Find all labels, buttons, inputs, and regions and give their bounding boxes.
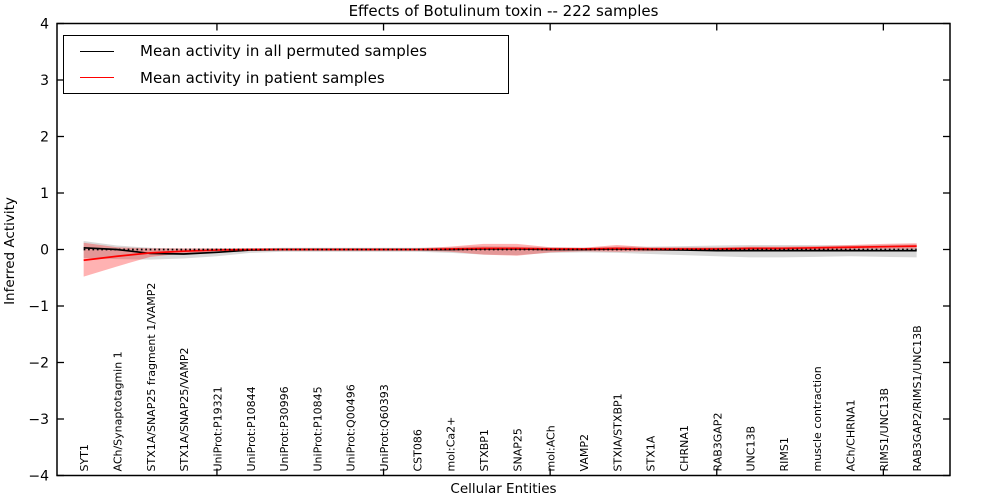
- x-category-label: mol:ACh: [545, 425, 558, 471]
- x-category-label: STXBP1: [478, 429, 491, 471]
- series-line-patient: [83, 245, 917, 262]
- y-axis-title: Inferred Activity: [2, 197, 18, 305]
- y-tick-label: −1: [28, 299, 49, 315]
- y-tick-label: 4: [40, 17, 49, 33]
- y-tick-label: 2: [40, 130, 49, 146]
- x-category-label: RAB3GAP2: [711, 413, 724, 472]
- x-category-label: mol:Ca2+: [445, 417, 458, 472]
- legend-line-sample-permuted: [80, 50, 114, 52]
- x-category-label: RIMS1: [778, 437, 791, 471]
- x-category-label: RAB3GAP2/RIMS1/UNC13B: [911, 325, 924, 471]
- legend: Mean activity in all permuted samples Me…: [63, 35, 509, 94]
- x-axis-title: Cellular Entities: [450, 481, 557, 497]
- y-tick-label: 1: [40, 186, 49, 202]
- legend-line-sample-patient: [80, 77, 114, 79]
- x-category-label: UniProt:P10845: [311, 386, 324, 471]
- x-category-label: SNAP25: [511, 428, 524, 471]
- x-category-label: UniProt:P30996: [278, 386, 291, 471]
- x-category-label: UNC13B: [745, 426, 758, 472]
- series-band-permuted: [83, 241, 917, 260]
- x-category-label: UniProt:P19321: [211, 386, 224, 471]
- x-category-label: UniProt:Q60393: [378, 384, 391, 471]
- y-tick-label: 3: [40, 73, 49, 89]
- chart-title: Effects of Botulinum toxin -- 222 sample…: [348, 2, 659, 20]
- legend-item-patient: Mean activity in patient samples: [64, 65, 508, 91]
- x-category-label: UniProt:P10844: [245, 386, 258, 471]
- y-tick-label: −3: [28, 412, 49, 428]
- x-category-label: STX1A/SNAP25 fragment 1/VAMP2: [145, 283, 158, 472]
- x-category-label: SYT1: [78, 444, 91, 471]
- x-category-label: STX1A/SNAP25/VAMP2: [178, 347, 191, 471]
- y-tick-label: 0: [40, 243, 49, 259]
- x-category-label: ACh/CHRNA1: [845, 399, 858, 471]
- legend-item-permuted: Mean activity in all permuted samples: [64, 38, 508, 64]
- x-category-label: STX1A: [645, 435, 658, 471]
- x-category-label: STXIA/STXBP1: [611, 393, 624, 471]
- y-tick-label: −2: [28, 356, 49, 372]
- x-category-label: RIMS1/UNC13B: [878, 388, 891, 472]
- x-category-label: CHRNA1: [678, 425, 691, 471]
- x-category-label: muscle contraction: [811, 366, 824, 471]
- x-category-label: ACh/Synaptotagmin 1: [111, 351, 124, 471]
- x-category-label: VAMP2: [578, 434, 591, 471]
- legend-label: Mean activity in all permuted samples: [140, 42, 427, 61]
- y-tick-label: −4: [28, 469, 49, 485]
- x-category-label: CST086: [411, 429, 424, 471]
- legend-label: Mean activity in patient samples: [140, 68, 385, 87]
- x-category-label: UniProt:Q00496: [345, 384, 358, 471]
